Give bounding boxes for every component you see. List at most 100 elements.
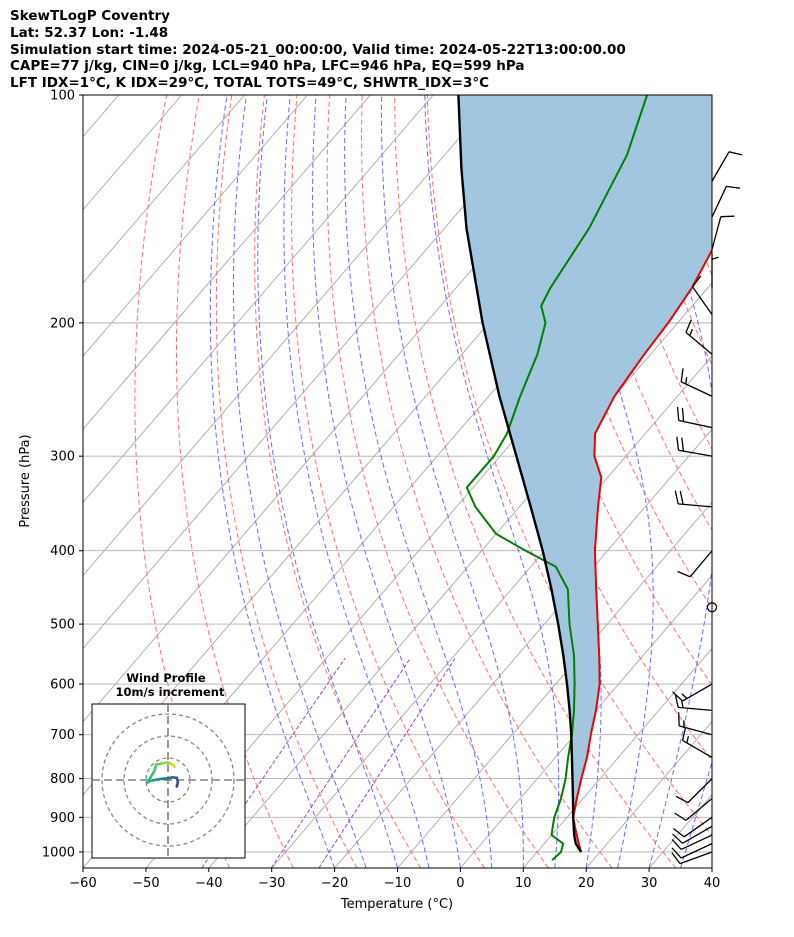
title-line: CAPE=77 j/kg, CIN=0 j/kg, LCL=940 hPa, L… xyxy=(10,58,525,75)
wind-barb xyxy=(685,319,713,355)
x-tick-label: −60 xyxy=(69,876,96,891)
isotherm-line xyxy=(83,95,434,503)
wind-barb xyxy=(674,490,713,508)
x-tick-label: 0 xyxy=(456,876,464,891)
isotherm-line xyxy=(83,95,245,284)
moist-adiabat xyxy=(380,95,524,868)
y-tick-label: 800 xyxy=(50,772,75,787)
x-tick-label: −20 xyxy=(321,876,348,891)
sounding-profiles xyxy=(457,95,712,861)
wind-barb xyxy=(674,798,713,821)
moist-adiabat xyxy=(637,95,712,868)
isotherm-line xyxy=(83,95,308,357)
wind-barb xyxy=(706,602,718,613)
x-tick-label: 10 xyxy=(515,876,532,891)
wind-barb xyxy=(680,368,713,397)
wind-barb xyxy=(671,851,713,865)
moist-adiabat xyxy=(209,95,336,868)
dry-adiabat xyxy=(557,95,712,531)
wind-barb xyxy=(711,254,719,289)
y-tick-label: 300 xyxy=(50,450,75,465)
moist-adiabat xyxy=(344,95,493,868)
wind-barb xyxy=(681,726,713,758)
isotherm-line xyxy=(271,355,712,868)
y-tick-label: 200 xyxy=(50,316,75,331)
hodograph-segment xyxy=(171,763,176,769)
wind-barbs xyxy=(671,151,743,865)
x-tick-label: −50 xyxy=(132,876,159,891)
hodograph-subtitle: 10m/s increment xyxy=(116,685,225,699)
title-line: LFT IDX=1°C, K IDX=29°C, TOTAL TOTS=49°C… xyxy=(10,75,490,92)
hodograph-title: Wind Profile xyxy=(126,671,206,685)
y-tick-label: 400 xyxy=(50,544,75,559)
wind-barb xyxy=(671,834,713,851)
temperature-line xyxy=(572,248,712,853)
y-axis-label: Pressure (hPa) xyxy=(18,434,33,527)
wind-barb xyxy=(672,825,713,844)
x-tick-label: 40 xyxy=(704,876,721,891)
isotherm-line xyxy=(334,428,712,868)
isotherm-line xyxy=(522,647,712,868)
dry-adiabat xyxy=(426,95,712,837)
moist-adiabat xyxy=(424,95,560,868)
wind-barb xyxy=(711,151,743,182)
x-tick-label: −40 xyxy=(195,876,222,891)
isotherm-line xyxy=(711,867,712,868)
y-tick-label: 1000 xyxy=(42,845,75,860)
mixing-ratio-line xyxy=(318,657,456,868)
wind-barb xyxy=(673,816,713,838)
wind-barb xyxy=(671,843,713,859)
wind-barb xyxy=(675,778,713,804)
y-tick-label: 500 xyxy=(50,618,75,633)
y-tick-label: 700 xyxy=(50,728,75,743)
dry-adiabat xyxy=(753,95,794,868)
isotherm-line xyxy=(83,95,560,650)
dry-adiabat xyxy=(291,95,485,868)
dry-adiabat xyxy=(215,95,358,868)
dry-adiabat xyxy=(361,95,613,868)
dry-adiabat xyxy=(254,95,422,868)
isotherm-line xyxy=(397,501,712,868)
wind-barb xyxy=(711,215,735,250)
hodograph-plot xyxy=(92,704,245,858)
moist-adiabat xyxy=(546,95,654,868)
isotherm-line xyxy=(83,95,371,430)
isotherm-line xyxy=(83,95,497,577)
chart-title: SkewTLogP Coventry Lat: 52.37 Lon: -1.48… xyxy=(10,8,626,92)
moist-adiabat xyxy=(711,866,712,868)
wind-barb xyxy=(674,693,713,711)
x-axis-ticks: −60 −50 −40 −30 −20 −10 0 10 20 30 40 xyxy=(69,868,720,891)
hodograph-segment xyxy=(149,768,157,780)
moist-adiabat xyxy=(680,760,712,868)
hodograph-ring xyxy=(101,713,235,847)
wind-barb xyxy=(711,185,740,218)
x-tick-label: −10 xyxy=(384,876,411,891)
wind-barb xyxy=(691,275,713,315)
dry-adiabat xyxy=(721,95,794,868)
wind-barb xyxy=(678,712,713,736)
dry-adiabat xyxy=(326,95,549,868)
moist-adiabat xyxy=(311,95,461,868)
y-axis-ticks: 1000 900 800 700 600 500 400 300 200 100 xyxy=(42,89,83,860)
moist-adiabat xyxy=(283,95,430,868)
moist-adiabat xyxy=(233,95,367,868)
y-tick-label: 900 xyxy=(50,811,75,826)
wind-barb xyxy=(677,550,713,578)
y-tick-label: 100 xyxy=(50,89,75,104)
dewpoint-line xyxy=(465,95,649,861)
x-tick-label: −30 xyxy=(258,876,285,891)
cape-area xyxy=(458,95,712,852)
x-axis-label: Temperature (°C) xyxy=(340,897,453,912)
moist-adiabat xyxy=(744,95,794,868)
title-line: Lat: 52.37 Lon: -1.48 xyxy=(10,24,169,41)
title-line: Simulation start time: 2024-05-21_00:00:… xyxy=(10,41,626,58)
moist-adiabat-lines xyxy=(209,95,794,868)
x-tick-label: 20 xyxy=(578,876,595,891)
moist-adiabat xyxy=(257,95,398,868)
wind-barb xyxy=(676,406,713,429)
y-tick-label: 600 xyxy=(50,678,75,693)
title-line: SkewTLogP Coventry xyxy=(10,8,170,24)
parcel-line xyxy=(457,95,583,853)
dry-adiabat xyxy=(786,95,794,868)
